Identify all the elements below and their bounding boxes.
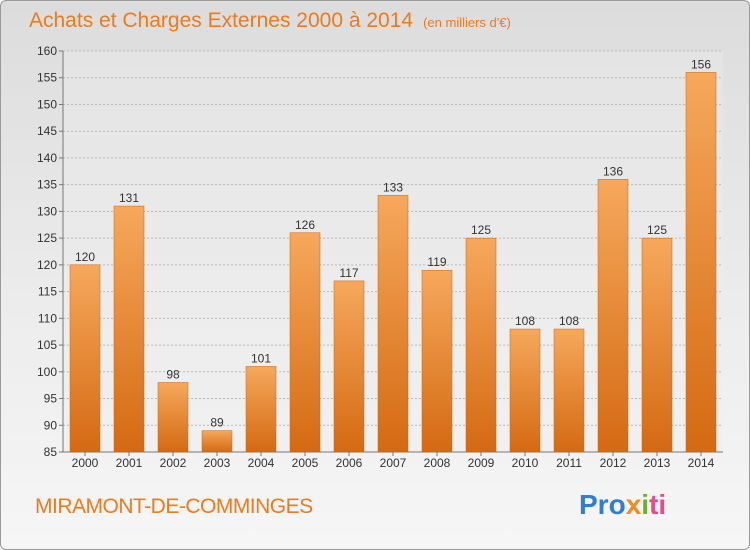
bar <box>289 232 321 453</box>
bar-value-label: 131 <box>119 191 139 205</box>
y-tick-label: 85 <box>44 445 58 459</box>
logo-part: Pro <box>579 489 626 520</box>
x-tick-label: 2010 <box>512 456 539 470</box>
bar <box>113 205 145 453</box>
bar-value-label: 156 <box>691 57 711 71</box>
y-tick-label: 100 <box>37 365 57 379</box>
chart-title-row: Achats et Charges Externes 2000 à 2014 (e… <box>29 9 511 33</box>
y-tick-label: 95 <box>44 392 58 406</box>
bar-value-label: 126 <box>295 218 315 232</box>
bar-value-label: 119 <box>427 255 446 269</box>
bar <box>245 366 277 453</box>
bar-value-label: 133 <box>383 180 403 194</box>
bar-value-label: 117 <box>339 266 358 280</box>
bar <box>377 195 409 453</box>
place-name: MIRAMONT-DE-COMMINGES <box>35 495 313 518</box>
x-tick-label: 2013 <box>644 456 671 470</box>
x-tick-label: 2014 <box>688 456 715 470</box>
x-tick-label: 2009 <box>468 456 495 470</box>
x-tick-label: 2000 <box>72 456 99 470</box>
logo-part: i <box>641 489 650 520</box>
bar-value-label: 125 <box>647 223 667 237</box>
bar <box>597 179 629 453</box>
y-tick-label: 160 <box>37 44 57 58</box>
x-tick-label: 2004 <box>248 456 275 470</box>
bar-value-label: 136 <box>603 164 623 178</box>
bar <box>685 72 717 453</box>
bar <box>509 328 541 453</box>
bar-value-label: 98 <box>166 367 180 381</box>
y-tick-label: 140 <box>37 151 57 165</box>
logo-part: ti <box>649 489 667 520</box>
y-tick-label: 105 <box>37 338 57 352</box>
y-tick-label: 125 <box>37 231 57 245</box>
x-tick-label: 2005 <box>292 456 319 470</box>
logo-part: x <box>625 489 642 520</box>
x-tick-label: 2002 <box>160 456 187 470</box>
y-tick-label: 155 <box>37 71 57 85</box>
bar <box>641 237 673 453</box>
bar-value-label: 89 <box>210 416 224 430</box>
y-tick-label: 120 <box>37 258 57 272</box>
x-tick-label: 2011 <box>556 456 582 470</box>
y-tick-label: 150 <box>37 97 57 111</box>
bar <box>421 269 453 453</box>
x-tick-label: 2003 <box>204 456 231 470</box>
y-tick-label: 110 <box>38 311 57 325</box>
x-tick-label: 2008 <box>424 456 451 470</box>
chart-subtitle: (en milliers d'€) <box>423 15 511 30</box>
bar-value-label: 120 <box>75 250 95 264</box>
bar <box>201 430 233 453</box>
bar-value-label: 125 <box>471 223 491 237</box>
bar <box>69 264 101 453</box>
bar <box>157 382 189 453</box>
x-tick-label: 2012 <box>600 456 627 470</box>
bar <box>465 237 497 453</box>
proxiti-logo: Proxiti <box>579 489 666 521</box>
bar-value-label: 101 <box>251 351 271 365</box>
bar-value-label: 108 <box>515 314 535 328</box>
bar <box>333 280 365 453</box>
bar <box>553 328 585 453</box>
x-tick-label: 2007 <box>380 456 407 470</box>
chart-title: Achats et Charges Externes 2000 à 2014 <box>29 9 414 32</box>
x-tick-label: 2001 <box>116 456 143 470</box>
y-tick-label: 135 <box>37 178 57 192</box>
y-tick-label: 115 <box>38 285 57 299</box>
y-tick-label: 130 <box>37 204 57 218</box>
y-tick-label: 90 <box>44 418 58 432</box>
y-tick-label: 145 <box>37 124 57 138</box>
x-tick-label: 2006 <box>336 456 363 470</box>
bar-value-label: 108 <box>559 314 579 328</box>
